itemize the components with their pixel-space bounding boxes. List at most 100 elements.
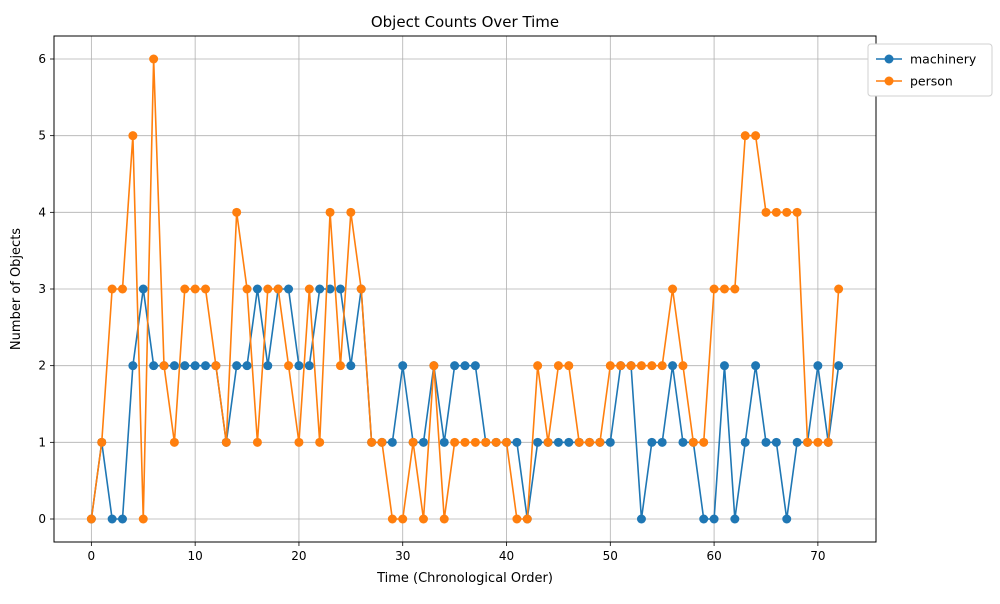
data-point-person <box>273 284 283 294</box>
data-point-person <box>792 207 802 217</box>
data-point-machinery <box>335 284 345 294</box>
data-point-person <box>398 514 408 524</box>
data-point-person <box>813 437 823 447</box>
data-point-person <box>118 284 127 294</box>
data-point-person <box>450 437 460 447</box>
data-point-machinery <box>657 437 667 447</box>
series-person <box>86 54 844 524</box>
data-point-machinery <box>699 514 709 524</box>
data-point-person <box>585 437 595 447</box>
data-point-person <box>387 514 397 524</box>
data-point-person <box>107 284 117 294</box>
data-point-person <box>439 514 449 524</box>
data-point-machinery <box>813 361 823 371</box>
data-point-person <box>595 437 605 447</box>
data-point-person <box>678 361 688 371</box>
y-tick-label: 4 <box>38 205 46 219</box>
data-point-machinery <box>263 361 273 371</box>
data-point-machinery <box>418 437 428 447</box>
data-point-person <box>626 361 636 371</box>
data-point-person <box>211 361 221 371</box>
data-point-person <box>325 207 335 217</box>
y-tick-label: 3 <box>38 282 46 296</box>
data-point-person <box>460 437 470 447</box>
data-point-person <box>761 207 771 217</box>
data-point-machinery <box>252 284 262 294</box>
data-point-person <box>128 131 138 141</box>
data-point-machinery <box>242 361 252 371</box>
data-point-person <box>491 437 501 447</box>
data-point-person <box>616 361 626 371</box>
data-point-machinery <box>325 284 335 294</box>
data-point-person <box>190 284 200 294</box>
data-point-machinery <box>304 361 314 371</box>
data-point-machinery <box>232 361 242 371</box>
data-point-person <box>803 437 812 447</box>
data-point-person <box>481 437 491 447</box>
y-tick-label: 5 <box>38 129 46 143</box>
data-point-machinery <box>107 514 117 524</box>
data-point-person <box>823 437 833 447</box>
data-point-person <box>377 437 387 447</box>
data-point-person <box>408 437 418 447</box>
data-point-person <box>512 514 522 524</box>
y-axis-label: Number of Objects <box>9 228 24 350</box>
data-point-machinery <box>387 437 397 447</box>
data-point-person <box>242 284 252 294</box>
data-point-machinery <box>315 284 325 294</box>
x-tick-label: 10 <box>188 549 203 563</box>
legend-marker-person <box>884 76 894 86</box>
x-tick-label: 70 <box>810 549 825 563</box>
data-point-machinery <box>450 361 460 371</box>
data-point-machinery <box>771 437 781 447</box>
x-tick-label: 30 <box>395 549 410 563</box>
data-point-machinery <box>730 514 740 524</box>
data-point-person <box>730 284 740 294</box>
data-point-person <box>470 437 480 447</box>
x-axis-label: Time (Chronological Order) <box>376 571 553 586</box>
data-point-machinery <box>346 361 356 371</box>
data-point-person <box>86 514 96 524</box>
data-point-machinery <box>761 437 771 447</box>
data-point-machinery <box>512 437 522 447</box>
data-point-person <box>533 361 543 371</box>
data-point-person <box>169 437 179 447</box>
data-point-machinery <box>709 514 719 524</box>
data-point-machinery <box>605 437 615 447</box>
data-point-machinery <box>201 361 211 371</box>
ticks-layer: 0 10 20 30 40 50 60 70 0 1 2 3 4 5 6 <box>38 52 825 563</box>
y-tick-label: 0 <box>38 512 46 526</box>
data-point-person <box>553 361 563 371</box>
y-tick-label: 2 <box>38 359 46 373</box>
x-tick-label: 40 <box>499 549 514 563</box>
data-point-person <box>657 361 667 371</box>
data-point-person <box>335 361 345 371</box>
data-point-person <box>574 437 584 447</box>
data-point-person <box>97 437 107 447</box>
data-point-machinery <box>460 361 470 371</box>
data-point-machinery <box>284 284 294 294</box>
data-point-machinery <box>751 361 761 371</box>
data-point-person <box>605 361 615 371</box>
data-point-machinery <box>834 361 844 371</box>
data-point-person <box>502 437 512 447</box>
data-point-machinery <box>668 361 678 371</box>
x-tick-label: 60 <box>706 549 721 563</box>
data-point-person <box>699 437 709 447</box>
data-point-person <box>782 207 792 217</box>
legend-label-person: person <box>910 74 953 89</box>
data-point-machinery <box>782 514 792 524</box>
data-point-machinery <box>439 437 449 447</box>
legend-label-machinery: machinery <box>910 52 977 67</box>
data-point-machinery <box>470 361 480 371</box>
data-point-person <box>636 361 646 371</box>
x-tick-label: 20 <box>291 549 306 563</box>
data-point-person <box>418 514 428 524</box>
data-point-person <box>356 284 366 294</box>
data-point-machinery <box>647 437 657 447</box>
data-point-machinery <box>719 361 729 371</box>
data-point-machinery <box>138 284 148 294</box>
data-point-person <box>138 514 148 524</box>
data-point-person <box>688 437 698 447</box>
